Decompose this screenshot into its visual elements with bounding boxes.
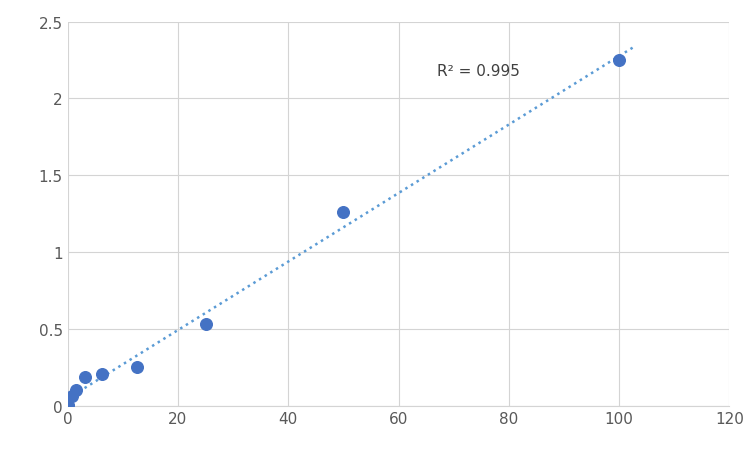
Point [613,57,625,64]
Point [338,209,350,216]
Point [131,363,143,370]
Point [66,392,78,400]
Point [96,370,108,377]
Point [199,321,211,328]
Point [62,402,74,409]
Text: R² = 0.995: R² = 0.995 [437,64,520,79]
Point [79,374,91,381]
Point [70,386,82,393]
